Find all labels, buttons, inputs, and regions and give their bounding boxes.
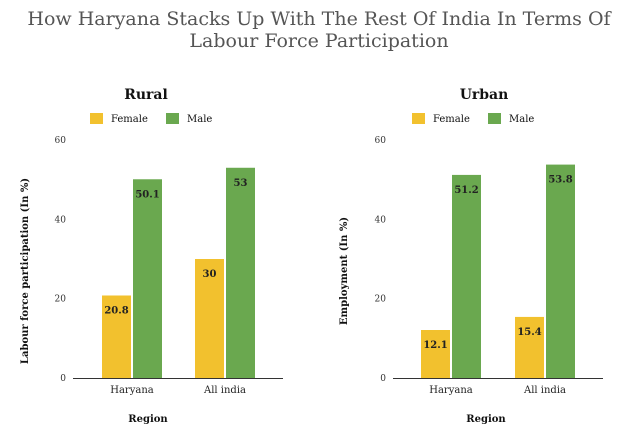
urban-y-tick-label: 60 [375,136,387,146]
rural-y-tick-label: 60 [55,136,67,146]
urban-data-label: 53.8 [548,175,572,186]
rural-bar-female [102,295,131,378]
rural-bar-male [226,167,255,378]
rural-data-label: 53 [234,178,248,189]
urban-x-axis-label: Region [466,414,506,425]
urban-bar-male [546,164,575,378]
urban-data-label: 51.2 [454,185,478,196]
urban-y-tick-label: 20 [375,295,387,305]
rural-chart-title: Rural [124,87,168,103]
rural-y-tick-label: 40 [55,215,67,225]
urban-bar-female [515,316,544,378]
urban-x-tick-label: Haryana [429,385,473,396]
rural-y-axis-label: Labour force participation (In %) [20,178,31,364]
rural-legend-label-female: Female [111,114,148,125]
rural-bar-male [133,179,162,378]
urban-bar-male [452,174,481,378]
rural-x-tick-label: Haryana [110,385,154,396]
rural-legend-label-male: Male [187,114,212,125]
rural-legend-swatch-female [90,113,103,124]
urban-legend-label-female: Female [433,114,470,125]
rural-y-tick-label: 20 [55,295,67,305]
rural-data-label: 20.8 [104,305,128,316]
urban-legend-label-male: Male [509,114,534,125]
urban-x-tick-label: All india [523,385,566,396]
urban-chart-title: Urban [460,87,509,103]
urban-data-label: 15.4 [517,327,541,338]
urban-data-label: 12.1 [423,340,447,351]
urban-y-axis-label: Employment (In %) [339,217,350,325]
urban-y-tick-label: 40 [375,215,387,225]
rural-data-label: 50.1 [135,189,159,200]
rural-x-tick-label: All india [203,385,246,396]
rural-x-axis-label: Region [128,414,168,425]
urban-y-tick-label: 0 [380,374,386,384]
urban-bar-female [421,330,450,378]
urban-legend-swatch-female [412,113,425,124]
rural-bar-female [195,259,224,378]
page-title: How Haryana Stacks Up With The Rest Of I… [0,8,638,52]
rural-legend-swatch-male [166,113,179,124]
page-title-line1: How Haryana Stacks Up With The Rest Of I… [27,8,611,30]
page-title-line2: Labour Force Participation [189,30,449,52]
rural-data-label: 30 [203,269,217,280]
rural-y-tick-label: 0 [60,374,66,384]
urban-legend-swatch-male [488,113,501,124]
